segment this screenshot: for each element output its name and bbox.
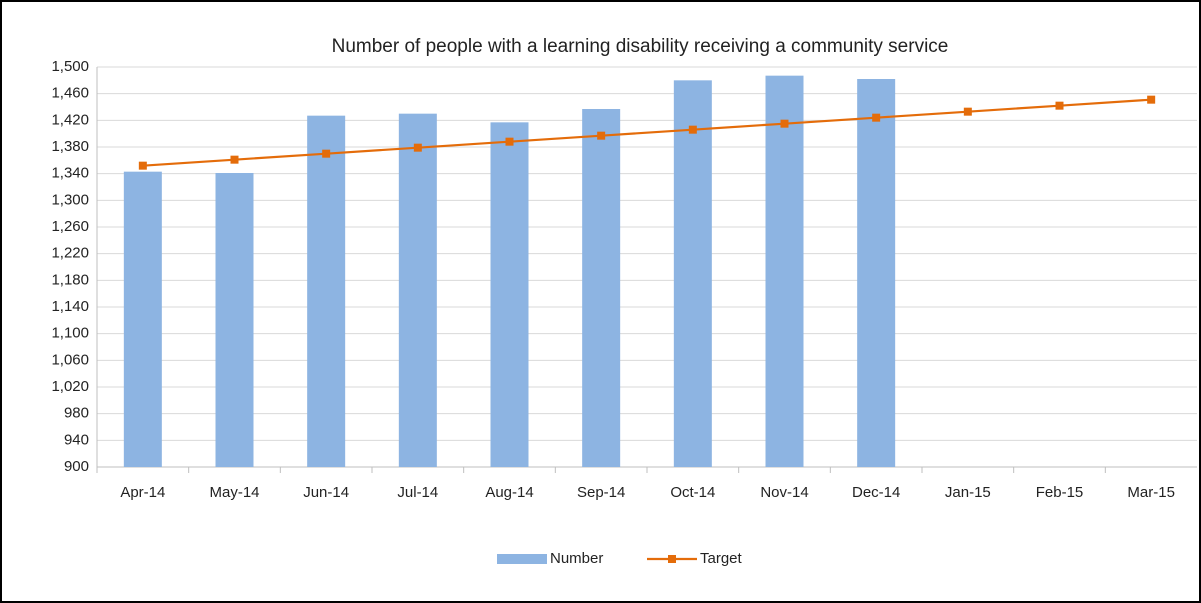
- y-tick-label: 900: [64, 458, 89, 475]
- line-marker: [322, 149, 331, 158]
- bar: [673, 80, 712, 467]
- bar: [582, 109, 621, 467]
- line-marker: [597, 131, 606, 140]
- line-marker: [1055, 101, 1064, 110]
- legend-swatch: [497, 554, 547, 564]
- y-tick-label: 1,500: [51, 58, 89, 75]
- y-tick-label: 1,060: [51, 351, 89, 368]
- y-tick-label: 940: [64, 431, 89, 448]
- bar: [490, 122, 529, 467]
- line: [142, 98, 1152, 167]
- line-marker: [688, 125, 697, 134]
- y-tick-label: 1,300: [51, 191, 89, 208]
- bar: [398, 113, 437, 468]
- x-tick-label: Apr-14: [120, 484, 165, 501]
- x-tick-label: Dec-14: [852, 484, 900, 501]
- legend-label: Target: [700, 550, 743, 567]
- x-tick-label: Feb-15: [1036, 484, 1084, 501]
- bar: [123, 171, 162, 467]
- x-tick-label: Sep-14: [577, 484, 625, 501]
- bar: [857, 79, 896, 467]
- line-marker: [963, 107, 972, 116]
- y-tick-label: 1,260: [51, 218, 89, 235]
- legend-label: Number: [550, 550, 603, 567]
- x-tick-label: Aug-14: [485, 484, 533, 501]
- line-marker: [505, 137, 514, 146]
- line-marker: [1147, 95, 1156, 104]
- y-tick-label: 1,420: [51, 111, 89, 128]
- y-tick-label: 1,380: [51, 138, 89, 155]
- bar: [765, 75, 804, 468]
- line-marker: [780, 119, 789, 128]
- y-tick-label: 980: [64, 405, 89, 422]
- x-tick-label: May-14: [209, 484, 259, 501]
- x-tick-label: Jan-15: [945, 484, 991, 501]
- y-tick-label: 1,340: [51, 165, 89, 182]
- x-tick-label: Mar-15: [1127, 484, 1175, 501]
- y-tick-label: 1,220: [51, 245, 89, 262]
- y-tick-label: 1,020: [51, 378, 89, 395]
- y-tick-label: 1,460: [51, 85, 89, 102]
- x-tick-label: Jul-14: [397, 484, 438, 501]
- chart-title: Number of people with a learning disabil…: [332, 36, 949, 57]
- x-tick-label: Jun-14: [303, 484, 349, 501]
- y-tick-label: 1,100: [51, 325, 89, 342]
- bar: [215, 173, 254, 467]
- line-marker: [138, 161, 147, 170]
- bar: [307, 115, 346, 468]
- line-marker: [230, 155, 239, 164]
- line-marker: [872, 113, 881, 122]
- y-tick-label: 1,140: [51, 298, 89, 315]
- line-marker: [413, 143, 422, 152]
- legend-swatch: [668, 555, 676, 563]
- x-tick-label: Oct-14: [670, 484, 715, 501]
- x-tick-label: Nov-14: [760, 484, 808, 501]
- y-tick-label: 1,180: [51, 271, 89, 288]
